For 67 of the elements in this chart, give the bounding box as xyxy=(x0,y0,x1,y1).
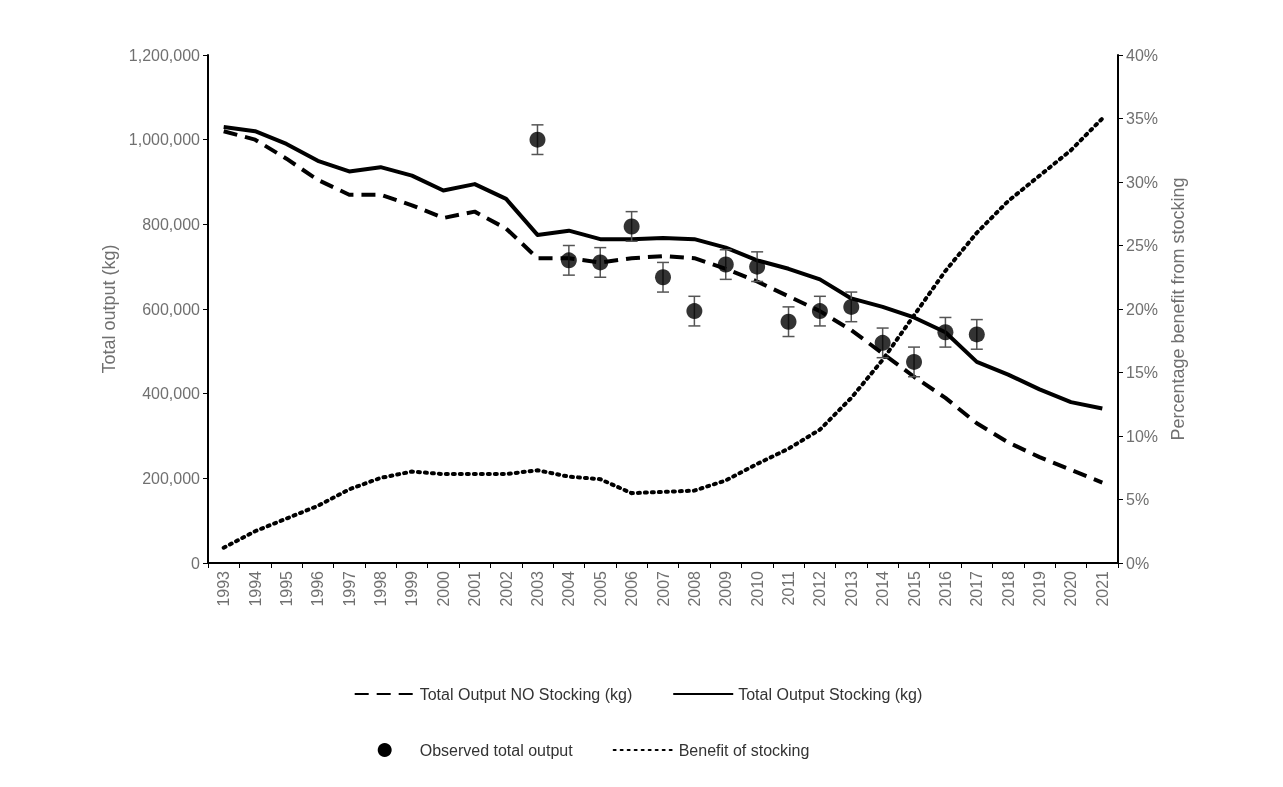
x-tick-label: 2016 xyxy=(936,570,954,607)
x-tick-label: 2012 xyxy=(811,570,829,607)
y-tick-label: 200,000 xyxy=(142,469,201,487)
x-tick-label: 1997 xyxy=(340,570,358,607)
y2-axis-title: Percentage benefit from stocking xyxy=(1167,177,1188,441)
x-tick-label: 2003 xyxy=(528,570,546,607)
y-tick-label: 800,000 xyxy=(142,215,201,233)
x-tick-label: 2008 xyxy=(685,570,703,607)
x-tick-label: 1996 xyxy=(309,570,327,607)
x-tick-label: 2001 xyxy=(466,570,484,607)
y2-tick-label: 30% xyxy=(1126,173,1159,191)
x-tick-label: 2007 xyxy=(654,570,672,607)
y2-tick-label: 15% xyxy=(1126,364,1159,381)
point xyxy=(560,252,577,269)
x-tick-label: 2000 xyxy=(434,570,452,607)
y2-tick-label: 20% xyxy=(1126,300,1159,318)
x-tick-label: 1998 xyxy=(372,570,390,607)
point xyxy=(811,303,828,320)
x-tick-label: 2009 xyxy=(717,570,735,607)
point xyxy=(623,218,640,235)
y2-tick-label: 10% xyxy=(1126,427,1159,445)
point xyxy=(592,254,609,271)
point xyxy=(655,269,671,286)
point xyxy=(717,256,734,273)
x-tick-label: 2004 xyxy=(560,570,578,607)
point xyxy=(874,334,891,351)
x-tick-label: 2015 xyxy=(905,570,923,607)
point xyxy=(529,131,546,148)
x-tick-label: 2014 xyxy=(874,570,892,607)
x-tick-label: 2005 xyxy=(591,570,609,607)
y-tick-label: 1,200,000 xyxy=(128,46,201,64)
x-tick-label: 1994 xyxy=(246,570,264,607)
x-tick-label: 2006 xyxy=(623,570,641,607)
y-tick-label: 600,000 xyxy=(142,300,201,318)
point xyxy=(686,303,703,320)
y2-tick-label: 35% xyxy=(1126,110,1159,127)
x-tick-label: 2018 xyxy=(999,570,1017,607)
legend-label: Total Output NO Stocking (kg) xyxy=(419,685,633,703)
y2-tick-label: 25% xyxy=(1126,237,1159,254)
legend-label: Total Output Stocking (kg) xyxy=(738,685,923,703)
x-tick-label: 2021 xyxy=(1093,570,1111,607)
legend-label: Observed total output xyxy=(419,741,574,759)
legend-label: Benefit of stocking xyxy=(678,741,810,759)
point xyxy=(843,298,860,315)
y2-tick-label: 40% xyxy=(1126,46,1159,64)
y-tick-label: 400,000 xyxy=(142,385,201,403)
x-tick-label: 2013 xyxy=(842,570,860,607)
x-tick-label: 2020 xyxy=(1062,570,1080,607)
point xyxy=(780,313,797,330)
x-tick-label: 2017 xyxy=(968,570,986,607)
y-tick-label: 0 xyxy=(191,554,201,572)
x-tick-label: 2011 xyxy=(780,570,798,606)
y2-tick-label: 5% xyxy=(1126,491,1150,508)
point xyxy=(937,324,954,341)
y-axis-title: Total output (kg) xyxy=(98,244,119,374)
y2-tick-label: 0% xyxy=(1126,554,1150,572)
x-tick-label: 1995 xyxy=(277,570,295,607)
x-tick-label: 2019 xyxy=(1031,570,1049,607)
point xyxy=(968,326,985,343)
x-tick-label: 1993 xyxy=(215,570,233,607)
x-tick-label: 2010 xyxy=(748,570,766,607)
y-tick-label: 1,000,000 xyxy=(128,131,201,149)
point xyxy=(749,258,766,275)
x-tick-label: 1999 xyxy=(403,570,421,607)
x-tick-label: 2002 xyxy=(497,570,515,607)
line-series xyxy=(221,116,1105,550)
point xyxy=(906,353,923,370)
